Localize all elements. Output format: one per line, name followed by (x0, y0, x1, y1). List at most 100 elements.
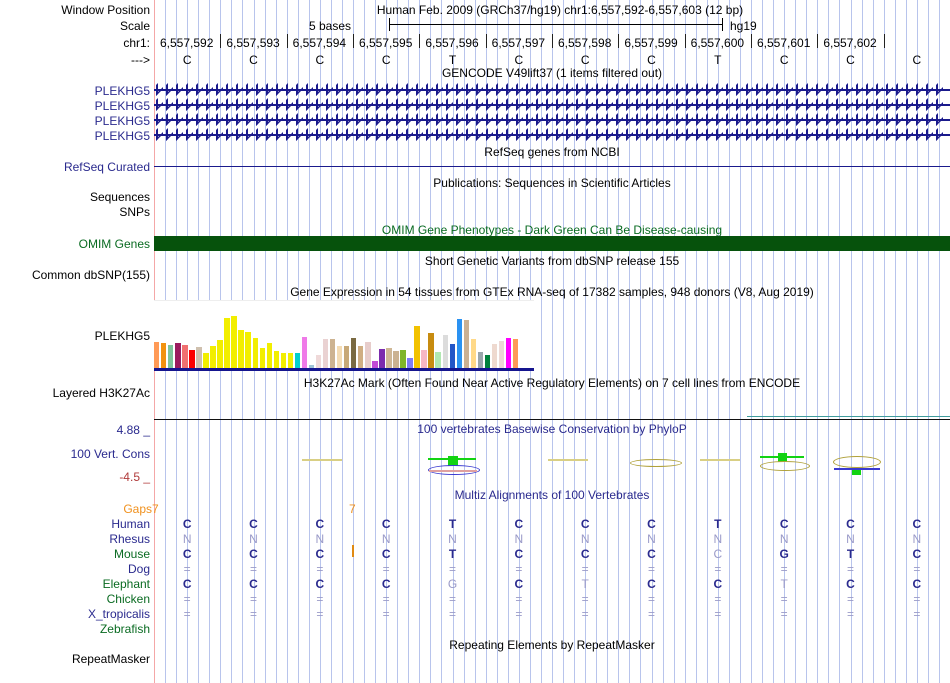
cons-track-label[interactable]: 100 Vert. Cons (70, 447, 150, 461)
species-label[interactable]: Chicken (106, 592, 150, 606)
species-label[interactable]: Zebrafish (99, 622, 150, 636)
conservation-ellipse[interactable] (833, 456, 881, 468)
gtex-tissue-bar[interactable] (182, 344, 188, 371)
ruler-position-label: 6,557,597 (491, 36, 546, 50)
h3k27ac-signal-segment[interactable] (747, 416, 950, 417)
gtex-tissue-bar[interactable] (505, 337, 512, 371)
repeatmasker-track-label[interactable]: RepeatMasker (71, 652, 150, 666)
gtex-tissue-bar[interactable] (266, 342, 272, 371)
gtex-tissue-bar[interactable] (336, 345, 343, 371)
gtex-tissue-bar[interactable] (259, 347, 265, 371)
species-label[interactable]: Human (111, 517, 150, 531)
gencode-gene-row[interactable] (154, 78, 950, 96)
gtex-tissue-bar[interactable] (294, 352, 301, 371)
conservation-block[interactable] (852, 470, 861, 475)
omim-gene-bar[interactable] (154, 236, 950, 251)
conservation-bar[interactable] (302, 459, 342, 461)
gtex-tissue-bar[interactable] (470, 338, 477, 371)
h3k27ac-track-title: H3K27Ac Mark (Often Found Near Active Re… (303, 376, 801, 390)
gtex-tissue-bar[interactable] (252, 337, 258, 371)
gtex-tissue-bar[interactable] (301, 337, 308, 371)
conservation-bar[interactable] (429, 470, 477, 472)
gtex-tissue-bar[interactable] (477, 351, 484, 371)
conservation-bar[interactable] (548, 459, 588, 461)
species-label[interactable]: Dog (127, 562, 150, 576)
gtex-tissue-bar[interactable] (421, 349, 427, 371)
h3k27ac-track-label[interactable]: Layered H3K27Ac (52, 386, 150, 400)
gtex-tissue-bar[interactable] (322, 338, 329, 371)
gtex-tissue-bar[interactable] (210, 345, 216, 371)
gtex-expression-chart[interactable] (154, 300, 534, 371)
gtex-track-label[interactable]: PLEKHG5 (94, 329, 150, 343)
dbsnp-track-label[interactable]: Common dbSNP(155) (31, 268, 150, 282)
gtex-tissue-bar[interactable] (484, 355, 491, 371)
gtex-tissue-bar[interactable] (386, 347, 392, 371)
gtex-tissue-bar[interactable] (456, 318, 462, 371)
species-label[interactable]: Mouse (113, 547, 150, 561)
gtex-tissue-bar[interactable] (315, 354, 322, 371)
gtex-tissue-bar[interactable] (393, 350, 399, 371)
gtex-tissue-bar[interactable] (379, 348, 385, 371)
gtex-tissue-bar[interactable] (245, 332, 251, 371)
conservation-bar[interactable] (700, 459, 740, 461)
gtex-tissue-bar[interactable] (463, 319, 470, 371)
gtex-tissue-bar[interactable] (435, 351, 441, 371)
gtex-tissue-bar[interactable] (358, 345, 364, 371)
gtex-tissue-bar[interactable] (231, 315, 237, 371)
gtex-tissue-bar[interactable] (154, 341, 160, 371)
gtex-tissue-bar[interactable] (344, 345, 350, 371)
gtex-tissue-bar[interactable] (196, 346, 202, 371)
gtex-tissue-bar[interactable] (372, 361, 378, 371)
gencode-gene-label[interactable]: PLEKHG5 (94, 129, 150, 143)
sequences-track-label[interactable]: Sequences (89, 190, 150, 204)
gtex-tissue-bar[interactable] (407, 358, 413, 371)
gtex-tissue-bar[interactable] (512, 338, 519, 371)
ruler-position-label: 6,557,593 (226, 36, 280, 50)
refseq-track-label[interactable]: RefSeq Curated (63, 160, 150, 174)
gtex-tissue-bar[interactable] (203, 352, 209, 371)
omim-track-label[interactable]: OMIM Genes (78, 237, 150, 251)
gtex-tissue-bar[interactable] (217, 339, 223, 371)
gtex-tissue-bar[interactable] (224, 317, 230, 371)
refseq-feature-line[interactable] (154, 166, 950, 167)
gtex-tissue-bar[interactable] (400, 349, 406, 371)
gencode-gene-label[interactable]: PLEKHG5 (94, 114, 150, 128)
species-label[interactable]: Rhesus (109, 532, 150, 546)
gtex-tissue-bar[interactable] (491, 343, 498, 371)
gtex-tissue-bar[interactable] (329, 338, 336, 371)
snps-track-label[interactable]: SNPs (119, 205, 150, 219)
gtex-tissue-bar[interactable] (428, 333, 434, 371)
gtex-tissue-bar[interactable] (168, 344, 174, 371)
gtex-tissue-bar[interactable] (175, 342, 181, 371)
gencode-gene-row[interactable] (154, 108, 950, 126)
ruler-tick (353, 34, 354, 48)
gtex-tissue-bar[interactable] (449, 343, 455, 371)
gtex-tissue-bar[interactable] (161, 342, 167, 371)
gencode-gene-label[interactable]: PLEKHG5 (94, 99, 150, 113)
gtex-tissue-bar[interactable] (498, 340, 505, 371)
alignment-base: C (912, 517, 922, 531)
gtex-tissue-bar[interactable] (287, 352, 294, 371)
gencode-gene-label[interactable]: PLEKHG5 (94, 84, 150, 98)
gencode-gene-row[interactable] (154, 93, 950, 111)
gtex-tissue-bar[interactable] (189, 349, 195, 371)
alignment-base: = (714, 607, 722, 621)
alignment-base: C (647, 577, 656, 591)
conservation-ellipse[interactable] (760, 461, 810, 471)
conservation-ellipse[interactable] (630, 459, 682, 467)
conservation-block[interactable] (448, 456, 458, 466)
alignment-base: = (780, 592, 788, 606)
conservation-bar[interactable] (834, 468, 880, 470)
conservation-ellipse[interactable] (428, 465, 480, 475)
gtex-tissue-bar[interactable] (351, 337, 357, 371)
species-label[interactable]: X_tropicalis (87, 607, 150, 621)
conservation-block[interactable] (778, 453, 787, 462)
gtex-tissue-bar[interactable] (280, 352, 287, 371)
gtex-tissue-bar[interactable] (273, 350, 280, 371)
gtex-tissue-bar[interactable] (365, 341, 371, 371)
gtex-tissue-bar[interactable] (442, 335, 448, 371)
gtex-tissue-bar[interactable] (414, 326, 420, 371)
gtex-tissue-bar[interactable] (238, 330, 244, 371)
species-label[interactable]: Elephant (102, 577, 150, 591)
gencode-gene-row[interactable] (154, 123, 950, 141)
